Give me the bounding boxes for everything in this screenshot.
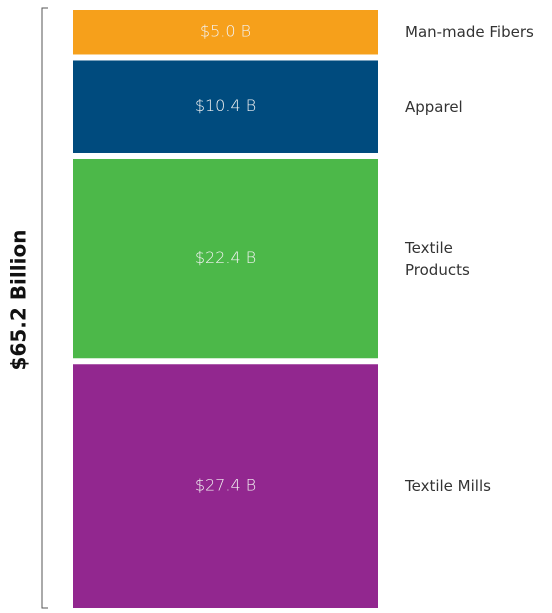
bar-segment	[73, 60, 378, 153]
category-label: Apparel	[405, 97, 463, 116]
value-label: $5.0 B	[200, 22, 251, 41]
total-bracket	[41, 7, 48, 609]
bar-segment	[73, 364, 378, 608]
category-label: Textile Products	[405, 238, 470, 279]
category-label: Textile Mills	[405, 477, 491, 496]
bar-segment	[73, 10, 378, 55]
value-label: $22.4 B	[195, 248, 256, 267]
category-label: Man-made Fibers	[405, 23, 534, 42]
bar-segment	[73, 158, 378, 359]
value-label: $27.4 B	[195, 476, 256, 495]
value-label: $10.4 B	[195, 96, 256, 115]
total-label: $65.2 Billion	[7, 230, 31, 371]
